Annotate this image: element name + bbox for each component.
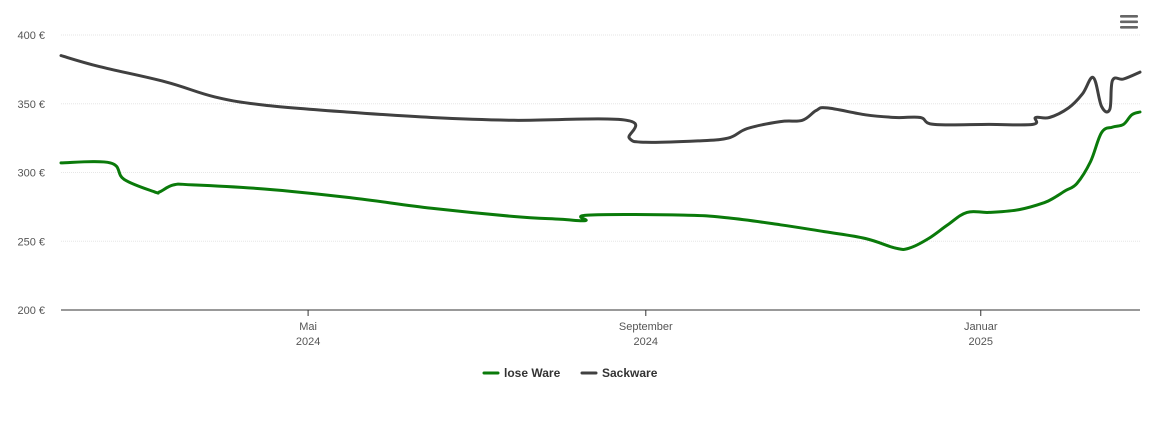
series-line-sackware[interactable] — [59, 54, 1142, 144]
x-tick-label: September — [619, 321, 673, 333]
x-tick-label: Januar — [964, 321, 998, 333]
legend-item-sackware[interactable]: Sackware — [580, 366, 658, 380]
series-line-lose-ware[interactable] — [59, 110, 1142, 251]
legend-label: Sackware — [602, 366, 658, 380]
legend-item-lose-ware[interactable]: lose Ware — [482, 366, 561, 380]
y-tick-label: 200 € — [17, 305, 45, 317]
grid-lines — [61, 34, 1140, 242]
legend-label: lose Ware — [504, 366, 561, 380]
y-tick-label: 350 € — [17, 99, 45, 111]
chart-menu-button[interactable] — [1116, 10, 1142, 34]
x-tick-year-label: 2024 — [296, 336, 320, 348]
y-tick-label: 400 € — [17, 30, 45, 42]
series-lines[interactable] — [59, 54, 1142, 251]
x-tick-year-label: 2024 — [634, 336, 658, 348]
y-tick-label: 250 € — [17, 236, 45, 248]
legend[interactable]: lose Ware Sackware — [482, 366, 658, 380]
x-tick-year-label: 2025 — [969, 336, 993, 348]
x-axis-ticks: Mai 2024 September 2024 Januar 2025 — [296, 310, 998, 348]
hamburger-menu-icon — [1120, 15, 1138, 29]
x-tick-label: Mai — [299, 321, 317, 333]
y-tick-label: 300 € — [17, 168, 45, 180]
y-axis-tick-labels: 200 € 250 € 300 € 350 € 400 € — [17, 30, 45, 317]
